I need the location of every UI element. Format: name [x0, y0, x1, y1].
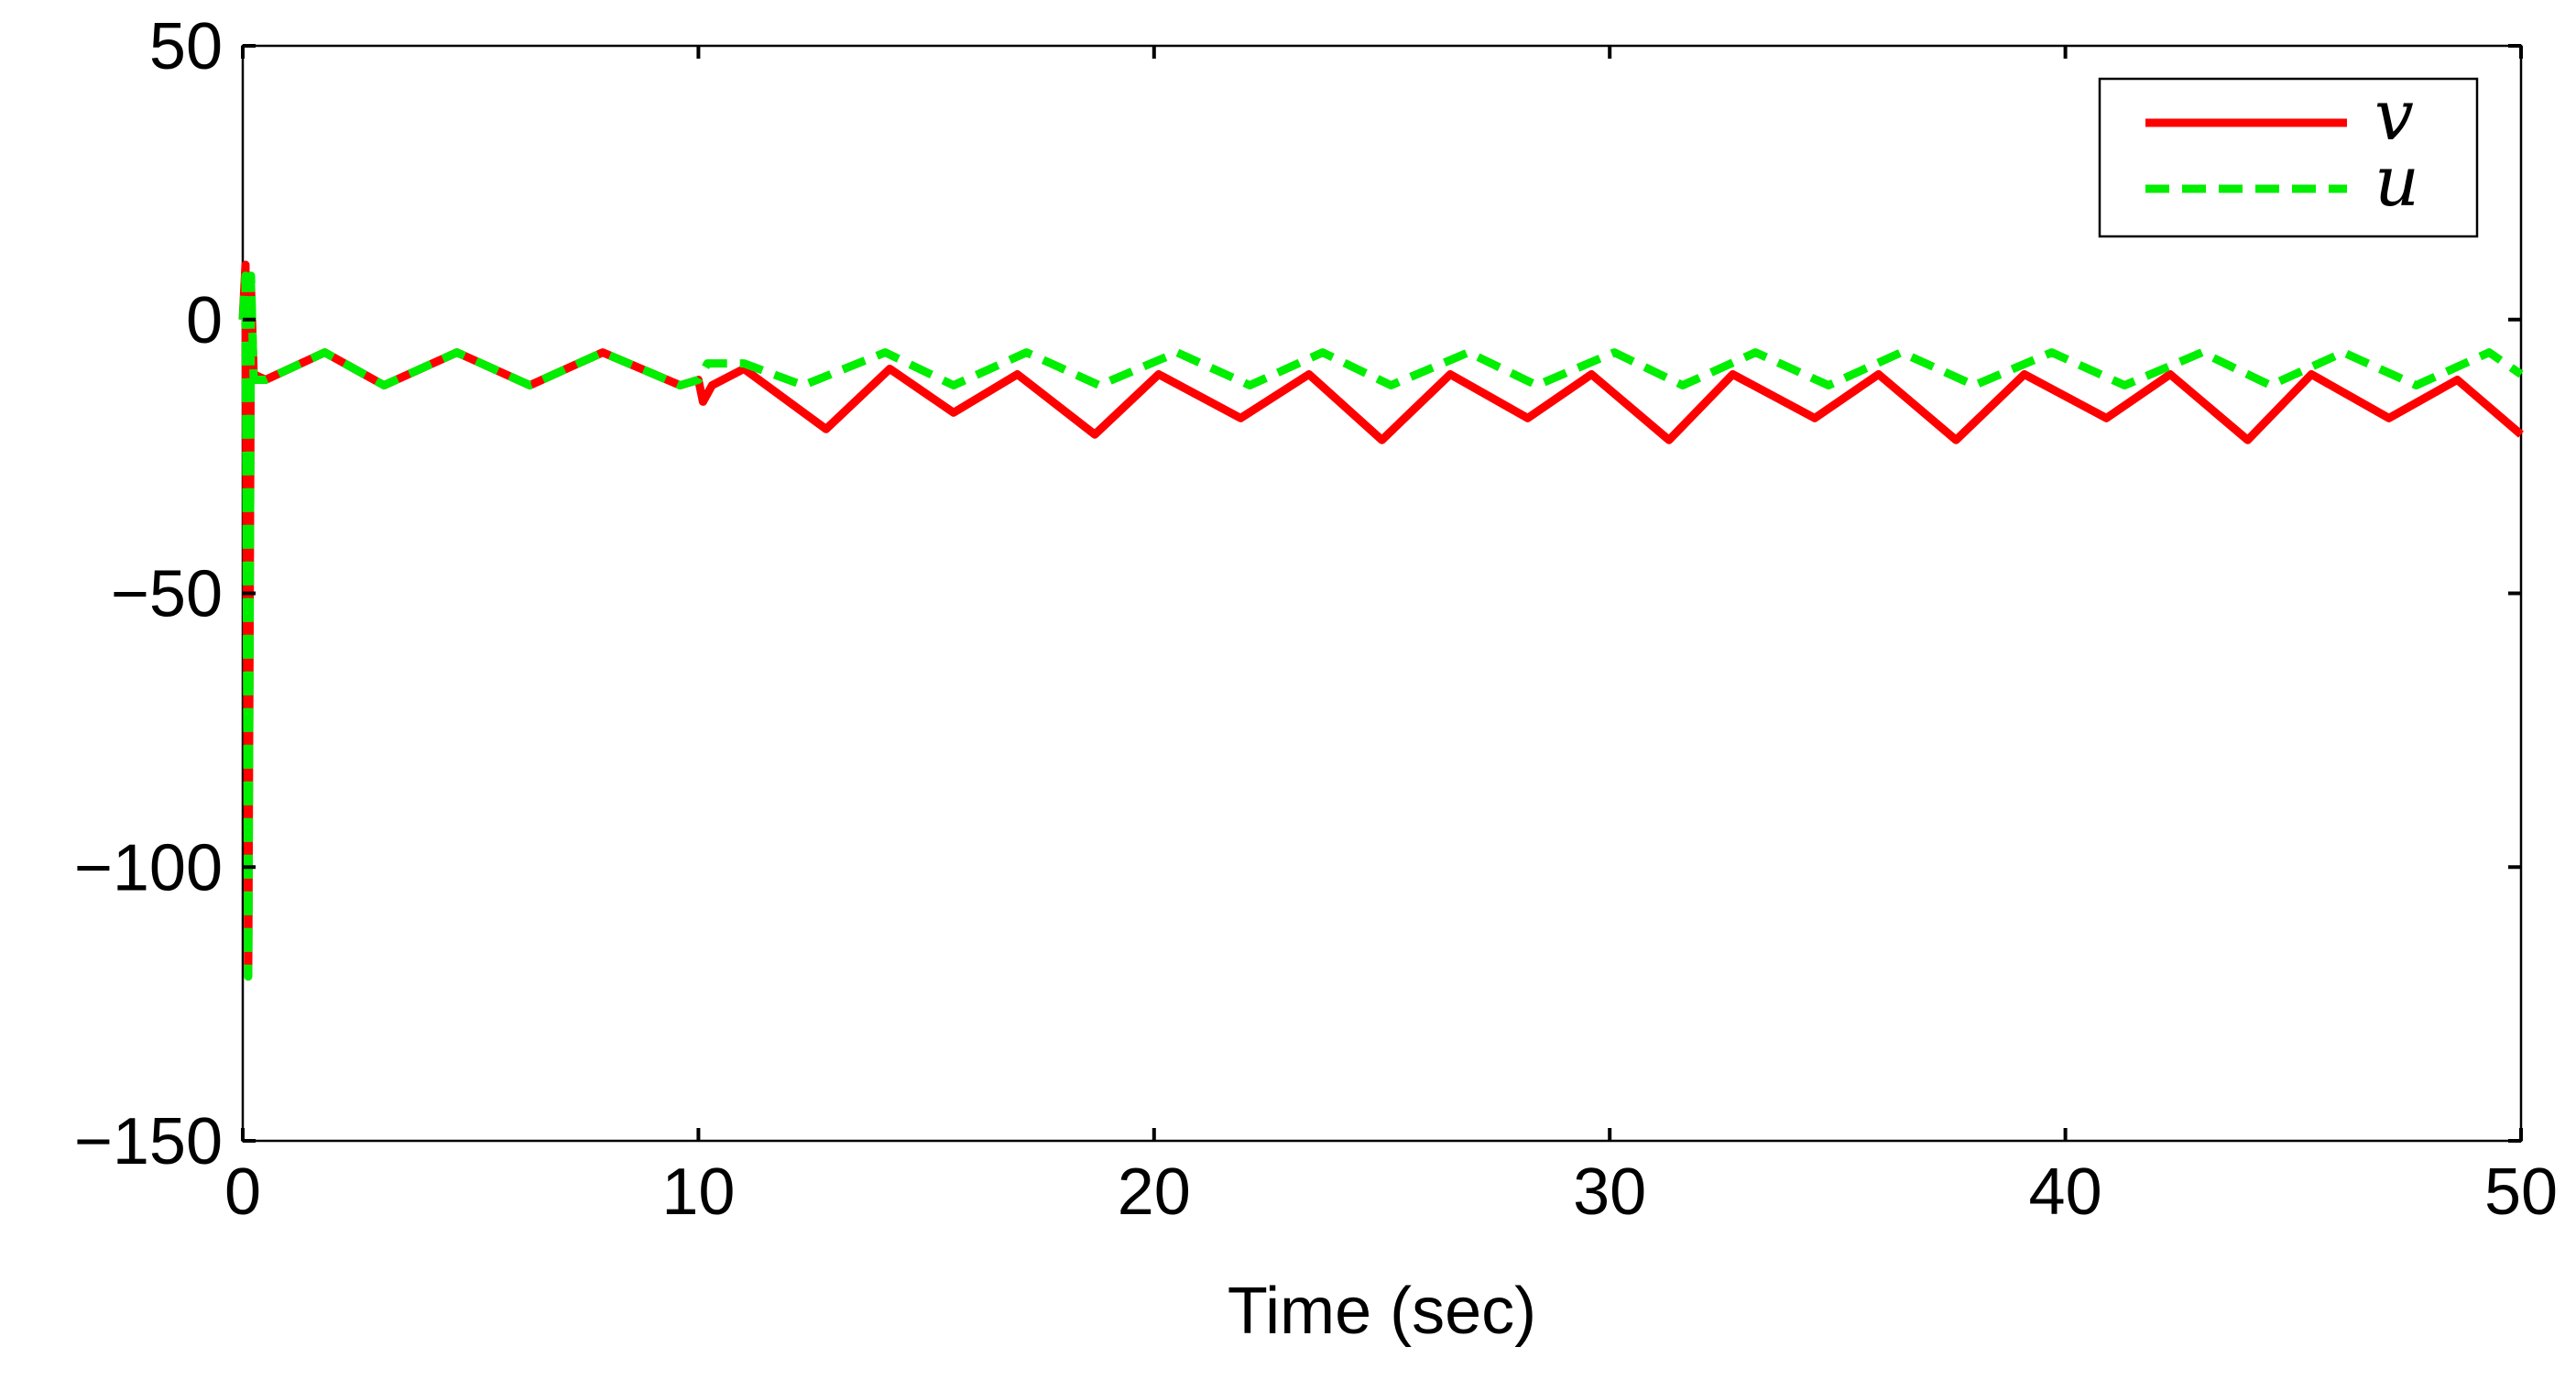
y-tick-label: 50 [149, 10, 223, 83]
y-tick-label: −150 [74, 1105, 223, 1178]
y-tick-label: 0 [186, 284, 223, 357]
x-tick-label: 0 [224, 1155, 261, 1229]
x-tick-label: 30 [1573, 1155, 1646, 1229]
x-tick-label: 10 [661, 1155, 735, 1229]
legend-label-v: v [2374, 74, 2414, 156]
x-tick-label: 20 [1118, 1155, 1191, 1229]
series-line-u [238, 271, 2524, 981]
axis-ticks: 0 10 20 30 40 50 50 0 −50 −100 −150 [74, 10, 2558, 1229]
legend: vu [2098, 74, 2479, 238]
series-lines [238, 260, 2524, 981]
x-tick-label: 50 [2484, 1155, 2558, 1229]
y-tick-label: −50 [111, 558, 223, 631]
x-tick-label: 40 [2029, 1155, 2102, 1229]
legend-box [2098, 77, 2479, 238]
y-tick-label: −100 [74, 831, 223, 904]
legend-label-u: u [2374, 140, 2419, 222]
x-axis-label: Time (sec) [1228, 1275, 1536, 1348]
